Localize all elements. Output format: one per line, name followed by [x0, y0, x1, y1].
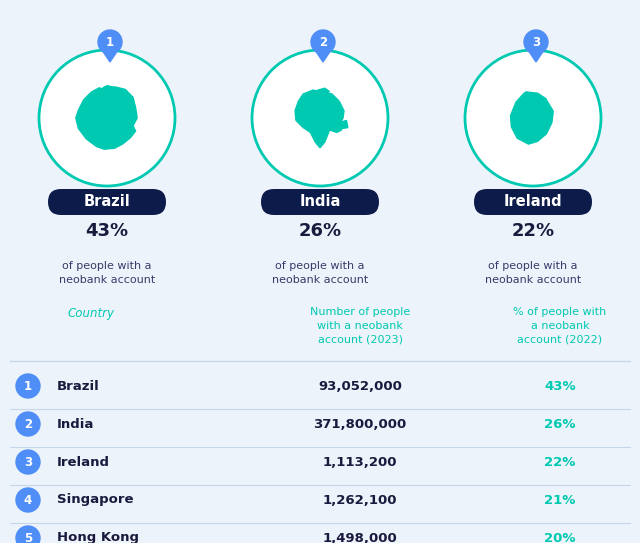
Text: 1: 1: [106, 35, 114, 48]
Text: 3: 3: [532, 35, 540, 48]
Text: 2: 2: [24, 418, 32, 431]
Polygon shape: [528, 50, 544, 62]
Text: Hong Kong: Hong Kong: [57, 532, 139, 543]
Polygon shape: [102, 50, 118, 62]
Text: India: India: [300, 194, 340, 210]
Polygon shape: [317, 89, 330, 93]
Circle shape: [16, 526, 40, 543]
Polygon shape: [76, 87, 137, 149]
Circle shape: [465, 50, 601, 186]
Text: 3: 3: [24, 456, 32, 469]
Polygon shape: [315, 50, 331, 62]
Text: 22%: 22%: [544, 456, 576, 469]
Text: 2: 2: [319, 35, 327, 48]
Circle shape: [16, 488, 40, 512]
Text: Brazil: Brazil: [57, 380, 100, 393]
Text: % of people with
a neobank
account (2022): % of people with a neobank account (2022…: [513, 307, 607, 344]
Text: 21%: 21%: [544, 494, 576, 507]
Text: Number of people
with a neobank
account (2023): Number of people with a neobank account …: [310, 307, 410, 344]
Text: 20%: 20%: [544, 532, 576, 543]
Text: 26%: 26%: [544, 418, 576, 431]
Text: 93,052,000: 93,052,000: [318, 380, 402, 393]
Text: of people with a
neobank account: of people with a neobank account: [485, 261, 581, 285]
Text: Ireland: Ireland: [504, 194, 563, 210]
Text: 371,800,000: 371,800,000: [314, 418, 406, 431]
Text: Country: Country: [67, 307, 114, 320]
Text: 5: 5: [24, 532, 32, 543]
Text: 1: 1: [24, 380, 32, 393]
Text: Singapore: Singapore: [57, 494, 134, 507]
Text: of people with a
neobank account: of people with a neobank account: [59, 261, 155, 285]
Text: 1,498,000: 1,498,000: [323, 532, 397, 543]
Polygon shape: [103, 86, 116, 91]
FancyBboxPatch shape: [48, 189, 166, 215]
FancyBboxPatch shape: [474, 189, 592, 215]
FancyBboxPatch shape: [261, 189, 379, 215]
Circle shape: [39, 50, 175, 186]
Text: 43%: 43%: [544, 380, 576, 393]
Polygon shape: [535, 93, 547, 102]
Circle shape: [98, 30, 122, 54]
Circle shape: [524, 30, 548, 54]
Text: Ireland: Ireland: [57, 456, 110, 469]
Circle shape: [16, 412, 40, 436]
Text: 1,262,100: 1,262,100: [323, 494, 397, 507]
Polygon shape: [511, 92, 553, 144]
Circle shape: [16, 450, 40, 474]
Text: of people with a
neobank account: of people with a neobank account: [272, 261, 368, 285]
Circle shape: [16, 374, 40, 398]
Circle shape: [311, 30, 335, 54]
Text: India: India: [57, 418, 94, 431]
Polygon shape: [339, 121, 348, 129]
Text: 26%: 26%: [298, 222, 342, 240]
Text: 4: 4: [24, 494, 32, 507]
Text: 1,113,200: 1,113,200: [323, 456, 397, 469]
Text: 22%: 22%: [511, 222, 555, 240]
Text: 43%: 43%: [85, 222, 129, 240]
Polygon shape: [295, 90, 344, 148]
Circle shape: [252, 50, 388, 186]
Text: Brazil: Brazil: [84, 194, 131, 210]
